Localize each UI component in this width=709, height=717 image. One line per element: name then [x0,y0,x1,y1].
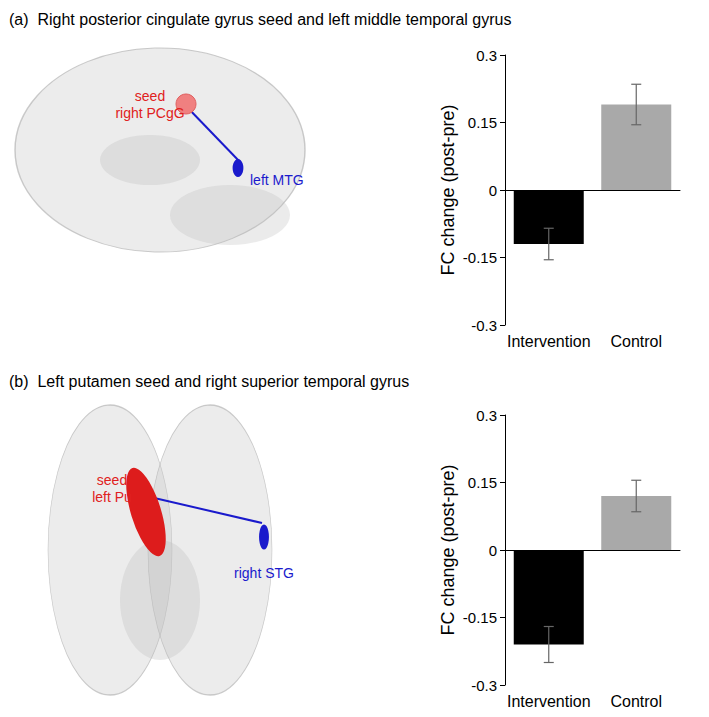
svg-text:seed: seed [97,472,127,488]
svg-text:0.3: 0.3 [476,407,497,424]
svg-text:0: 0 [489,542,497,559]
svg-text:-0.15: -0.15 [463,609,497,626]
svg-text:-0.3: -0.3 [471,317,497,334]
svg-text:FC change (post-pre): FC change (post-pre) [438,104,458,275]
svg-text:(b) Left putamen seed and rig: (b) Left putamen seed and right superior… [9,373,409,390]
svg-text:0.15: 0.15 [468,114,497,131]
svg-text:-0.15: -0.15 [463,249,497,266]
svg-text:(a) Right posterior cingulate: (a) Right posterior cingulate gyrus seed… [9,11,511,28]
svg-text:0.3: 0.3 [476,47,497,64]
svg-text:right STG: right STG [234,565,294,581]
svg-text:0.15: 0.15 [468,474,497,491]
svg-text:-0.3: -0.3 [471,677,497,694]
svg-text:Control: Control [610,333,662,350]
svg-text:Intervention: Intervention [507,693,591,710]
svg-text:0: 0 [489,182,497,199]
svg-text:FC change (post-pre): FC change (post-pre) [438,464,458,635]
svg-text:left MTG: left MTG [250,172,304,188]
svg-text:Intervention: Intervention [507,333,591,350]
svg-text:left Pu: left Pu [92,489,132,505]
svg-text:right PCgG: right PCgG [115,105,184,121]
svg-text:seed: seed [135,88,165,104]
svg-text:Control: Control [610,693,662,710]
